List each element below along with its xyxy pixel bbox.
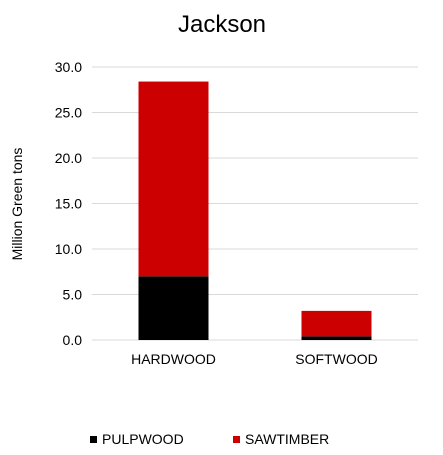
- y-tick-label: 5.0: [63, 287, 83, 303]
- bar-pulpwood-softwood: [301, 336, 372, 340]
- x-category-label: SOFTWOOD: [295, 351, 377, 367]
- y-axis-label: Million Green tons: [9, 148, 25, 261]
- y-tick-label: 10.0: [55, 241, 82, 257]
- legend-swatch-sawtimber: [233, 436, 240, 443]
- y-tick-label: 30.0: [55, 59, 82, 75]
- legend-label: PULPWOOD: [102, 431, 184, 447]
- bars: [138, 81, 372, 340]
- legend-label: SAWTIMBER: [245, 431, 329, 447]
- y-tick-label: 15.0: [55, 196, 82, 212]
- bar-pulpwood-hardwood: [138, 276, 209, 340]
- y-tick-label: 25.0: [55, 105, 82, 121]
- y-tick-label: 20.0: [55, 150, 82, 166]
- y-axis-ticks: 0.0 5.0 10.0 15.0 20.0 25.0 30.0: [55, 59, 82, 348]
- y-tick-label: 0.0: [63, 332, 83, 348]
- bar-sawtimber-hardwood: [138, 81, 209, 277]
- bar-sawtimber-softwood: [301, 310, 372, 337]
- legend: PULPWOOD SAWTIMBER: [90, 431, 329, 447]
- x-category-label: HARDWOOD: [131, 351, 216, 367]
- chart-title: Jackson: [178, 11, 266, 38]
- x-axis-categories: HARDWOOD SOFTWOOD: [131, 351, 378, 367]
- legend-swatch-pulpwood: [90, 436, 97, 443]
